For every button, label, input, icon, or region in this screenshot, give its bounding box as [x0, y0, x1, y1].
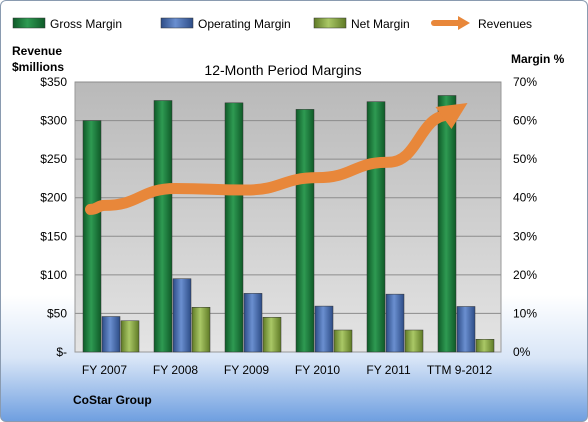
left-tick-label: $300 — [40, 114, 67, 128]
bar-gross-margin — [224, 102, 244, 353]
left-tick-label: $150 — [40, 229, 67, 243]
bar-net-margin — [262, 317, 282, 353]
category-label: TTM 9-2012 — [427, 363, 493, 377]
right-tick-label: 0% — [513, 345, 531, 359]
revenue-line-path — [85, 109, 455, 215]
category-label: FY 2010 — [295, 363, 340, 377]
bar-net-margin — [333, 329, 353, 353]
category-labels: FY 2007 FY 2008 FY 2009 FY 2010 FY 2011 TTM 9… — [82, 363, 493, 377]
left-tick-label: $50 — [47, 306, 67, 320]
left-axis-label-line2: $millions — [12, 60, 64, 74]
legend-label: Gross Margin — [50, 17, 122, 31]
revenue-line — [85, 103, 468, 215]
right-axis-ticks: 0% 10% 20% 30% 40% 50% 60% 70% — [513, 75, 537, 359]
left-tick-label: $- — [56, 345, 67, 359]
right-tick-label: 70% — [513, 75, 537, 89]
bar-gross-margin — [366, 101, 386, 353]
legend-label: Net Margin — [351, 17, 410, 31]
right-tick-label: 50% — [513, 152, 537, 166]
bar-gross-margin — [437, 95, 457, 353]
left-tick-label: $100 — [40, 268, 67, 282]
right-axis-label: Margin % — [511, 52, 565, 66]
bar-operating-margin — [456, 306, 476, 353]
right-tick-label: 30% — [513, 229, 537, 243]
left-tick-label: $350 — [40, 75, 67, 89]
legend-swatch — [160, 17, 194, 29]
legend: Gross Margin Operating Margin Net Margin Re… — [12, 16, 532, 31]
legend-swatch — [12, 17, 46, 29]
bar-gross-margin — [153, 100, 173, 353]
category-label: FY 2007 — [82, 363, 127, 377]
legend-label: Operating Margin — [198, 17, 291, 31]
legend-label: Revenues — [478, 17, 532, 31]
bar-gross-margin — [295, 109, 315, 353]
chart-title: 12-Month Period Margins — [204, 62, 361, 78]
bar-series — [82, 95, 495, 353]
left-tick-label: $250 — [40, 152, 67, 166]
category-label: FY 2008 — [153, 363, 198, 377]
right-tick-label: 60% — [513, 114, 537, 128]
bar-operating-margin — [385, 293, 405, 353]
legend-arrow-icon — [458, 16, 470, 30]
bar-operating-margin — [172, 278, 192, 353]
left-axis-label-line1: Revenue — [12, 44, 62, 58]
bar-net-margin — [404, 329, 424, 353]
left-tick-label: $200 — [40, 191, 67, 205]
category-label: FY 2011 — [366, 363, 411, 377]
bar-net-margin — [475, 339, 495, 353]
bar-operating-margin — [243, 293, 263, 353]
category-label: FY 2009 — [224, 363, 269, 377]
bar-net-margin — [120, 320, 140, 353]
bar-net-margin — [191, 307, 211, 353]
left-axis-ticks: $- $50 $100 $150 $200 $250 $300 $350 — [40, 75, 67, 359]
bar-operating-margin — [101, 316, 121, 353]
right-tick-label: 10% — [513, 306, 537, 320]
right-tick-label: 40% — [513, 191, 537, 205]
bar-gross-margin — [82, 120, 102, 353]
footer-label: CoStar Group — [73, 393, 152, 407]
revenue-arrowhead — [435, 103, 468, 129]
right-tick-label: 20% — [513, 268, 537, 282]
legend-swatch — [313, 17, 347, 29]
bar-operating-margin — [314, 305, 334, 353]
